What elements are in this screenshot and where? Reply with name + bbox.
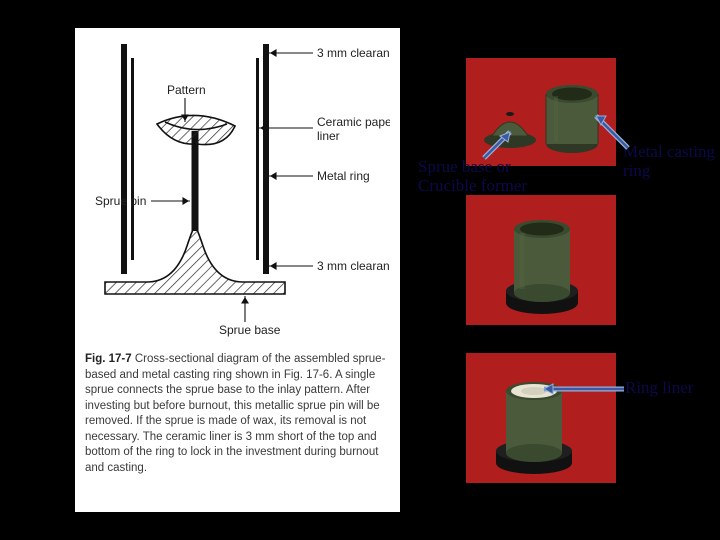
photo-ring-on-base bbox=[466, 195, 616, 325]
arrow-to-metal-ring bbox=[588, 108, 632, 152]
label-sprue-base: Sprue base bbox=[219, 323, 281, 337]
cross-section-diagram: 3 mm clearance Pattern Ceramic paper lin… bbox=[85, 36, 390, 346]
annotation-sprue-base-l2: Crucible former bbox=[418, 177, 527, 196]
figure-number: Fig. 17-7 bbox=[85, 353, 132, 365]
annotation-ring-liner: Ring liner bbox=[625, 379, 693, 398]
label-sprue-pin: Sprue pin bbox=[95, 194, 146, 208]
arrow-to-ring-liner bbox=[536, 382, 628, 398]
annotation-sprue-base: Sprue base or Crucible former bbox=[418, 158, 527, 195]
label-ceramic-liner-l2: liner bbox=[317, 129, 340, 143]
figure-caption-text: Cross-sectional diagram of the assembled… bbox=[85, 353, 385, 474]
cross-section-diagram-panel: 3 mm clearance Pattern Ceramic paper lin… bbox=[75, 28, 400, 512]
annotation-metal-casting-ring: Metal casting ring bbox=[623, 143, 715, 180]
label-pattern: Pattern bbox=[167, 83, 206, 97]
annotation-metal-ring-l1: Metal casting bbox=[623, 143, 715, 162]
label-ceramic-liner-l1: Ceramic paper bbox=[317, 115, 390, 129]
annotation-metal-ring-l2: ring bbox=[623, 162, 715, 181]
label-clearance-top: 3 mm clearance bbox=[317, 46, 390, 60]
photo-ring-liner bbox=[466, 353, 616, 483]
label-metal-ring: Metal ring bbox=[317, 169, 370, 183]
annotation-ring-liner-text: Ring liner bbox=[625, 378, 693, 397]
arrow-to-sprue-base bbox=[480, 126, 520, 162]
label-clearance-bottom: 3 mm clearance bbox=[317, 259, 390, 273]
figure-caption: Fig. 17-7 Cross-sectional diagram of the… bbox=[85, 352, 390, 476]
